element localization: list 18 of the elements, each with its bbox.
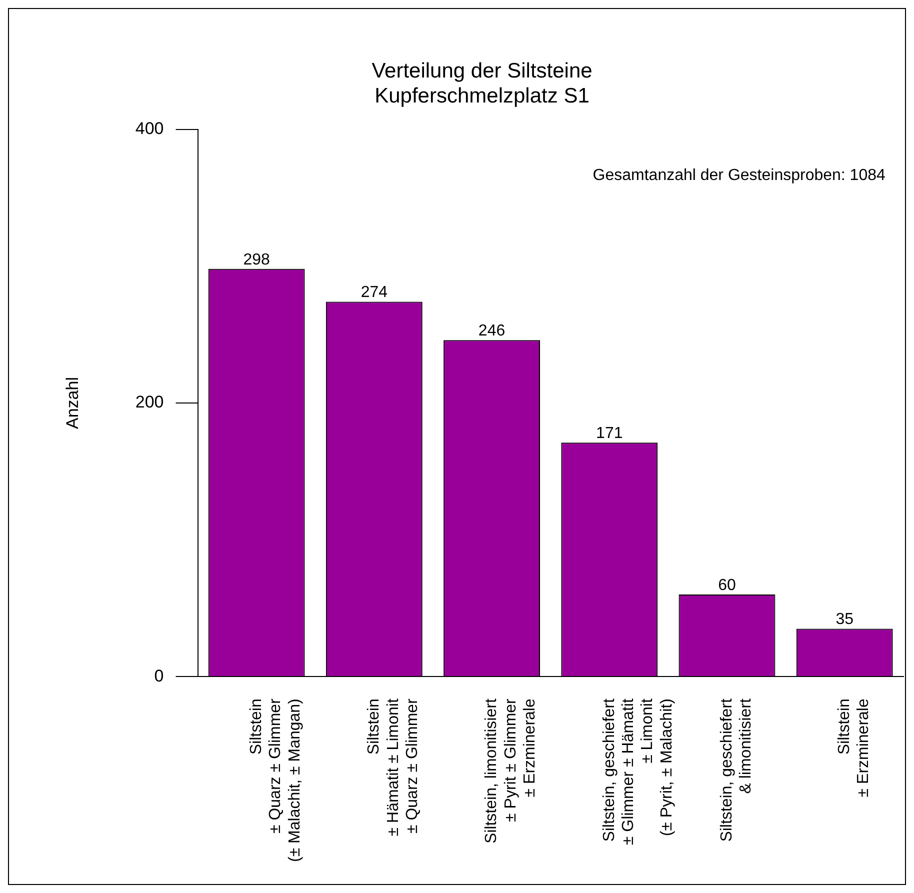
x-tick-label: Siltstein ± Quarz ± Glimmer (± Malachit, ± Mangan) [248, 698, 304, 862]
x-tick-label: Siltstein, geschiefert & limonitisiert [718, 698, 755, 842]
x-tick-label: Siltstein, limonitisiert ± Pyrit ± Glimmer ± Erzminerale [483, 698, 539, 844]
data-label: 60 [718, 576, 736, 594]
data-label: 35 [836, 611, 854, 628]
data-label: 274 [360, 284, 388, 302]
y-tick-label: 200 [135, 392, 164, 412]
x-tick-label: Siltstein ± Erzminerale [836, 698, 872, 798]
y-tick-label: 0 [154, 666, 164, 686]
annotation: Gesamtanzahl der Gesteinsproben: 1084 [592, 166, 886, 184]
x-tick-label: Siltstein ± Hämatit ± Limonit ± Quarz ± Glimmer [366, 698, 421, 836]
data-label: 171 [596, 425, 623, 442]
y-tick-label: 400 [135, 119, 164, 138]
chart-title: Verteilung der Siltsteine Kupferschmelzplatz S1 [372, 59, 592, 108]
x-tick-label: Siltstein, geschiefert ± Glimmer ± Hämatit ± Limonit (± Pyrit, ± Malachit) [600, 698, 676, 846]
y-axis-title: Anzahl [62, 377, 82, 429]
data-label: 246 [478, 322, 506, 340]
data-label: 298 [243, 251, 270, 268]
